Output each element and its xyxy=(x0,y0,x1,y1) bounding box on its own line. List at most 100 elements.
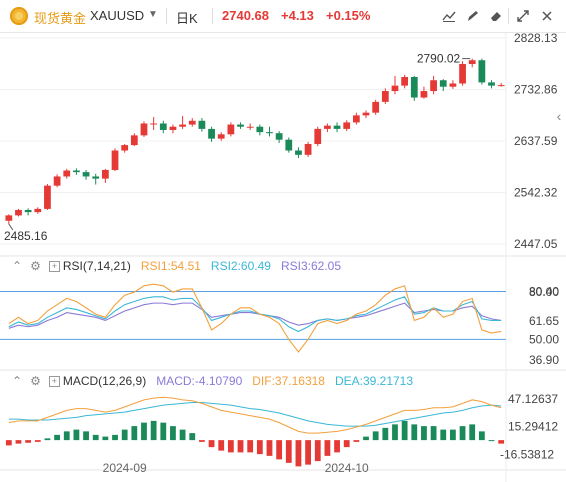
macd-bar xyxy=(54,434,60,441)
rsi-label: RSI(7,14,21) xyxy=(62,259,131,273)
draw-line-icon[interactable] xyxy=(440,8,458,24)
candle-body xyxy=(130,135,138,146)
candle-body xyxy=(179,124,186,127)
low-marker xyxy=(8,223,14,231)
last-price: 2740.68 xyxy=(222,8,269,23)
dif-value: DIF:37.16318 xyxy=(252,374,325,388)
macd-bar xyxy=(285,440,292,463)
macd-bar xyxy=(392,424,398,441)
macd-bar xyxy=(421,426,427,441)
rsi-tick-label: 50.00 xyxy=(529,332,559,346)
add-icon[interactable]: + xyxy=(48,375,60,387)
macd-bar xyxy=(498,440,505,444)
dif-line xyxy=(8,396,502,434)
macd-bar xyxy=(92,434,99,441)
eraser-icon[interactable] xyxy=(487,8,505,24)
rsi2-line xyxy=(8,296,502,333)
macd-bar xyxy=(430,426,437,441)
candle-body xyxy=(468,60,476,65)
rsi3-value: RSI3:62.05 xyxy=(280,259,342,273)
candle-body xyxy=(237,124,244,127)
price-tick-label: 2542.32 xyxy=(514,186,558,200)
candle-body xyxy=(63,170,71,177)
candle-body xyxy=(101,169,109,179)
macd-bar xyxy=(170,426,176,441)
settings-icon[interactable]: ⚙ xyxy=(30,374,41,388)
macd-bar xyxy=(141,422,147,441)
candle-body xyxy=(304,144,312,155)
macd-bar xyxy=(227,440,234,453)
candle-body xyxy=(227,124,235,135)
macd-bar xyxy=(266,440,273,456)
macd-bar xyxy=(363,436,369,441)
candle-body xyxy=(352,115,360,123)
candle-body xyxy=(362,112,370,116)
macd-bar xyxy=(247,440,254,453)
candle-body xyxy=(372,101,380,113)
candle-body xyxy=(82,172,90,177)
price-change: +4.13 xyxy=(281,8,314,23)
dea-value: DEA:39.21713 xyxy=(334,374,414,388)
macd-bar xyxy=(44,438,51,441)
macd-bar xyxy=(15,440,22,444)
candle-body xyxy=(140,123,148,136)
toolbar-divider xyxy=(508,8,509,24)
close-icon[interactable] xyxy=(538,8,556,24)
macd-tick-label: 15.29412 xyxy=(508,420,558,434)
macd-bar xyxy=(343,440,350,448)
candle-body xyxy=(420,91,428,98)
candle-body xyxy=(314,128,322,145)
instrument-name[interactable]: 现货黄金 xyxy=(34,11,87,26)
candle-body xyxy=(459,64,466,84)
price-tick-label: 2637.59 xyxy=(514,134,558,148)
macd-bar xyxy=(199,440,205,442)
macd-bar xyxy=(314,440,321,462)
gold-coin-icon xyxy=(10,7,28,25)
candle-body xyxy=(333,125,341,129)
collapse-icon[interactable]: ⌃ xyxy=(12,259,23,273)
candle-body xyxy=(391,85,399,92)
macd-bar xyxy=(179,429,186,441)
candle-body xyxy=(92,176,100,179)
candle-body xyxy=(53,176,61,186)
macd-bar xyxy=(488,440,495,442)
macd-bar xyxy=(83,431,89,441)
macd-bar xyxy=(150,420,157,441)
candle-body xyxy=(169,126,177,130)
collapse-icon[interactable]: ⌃ xyxy=(12,374,23,388)
expand-icon[interactable] xyxy=(514,8,532,24)
candle-body xyxy=(159,123,167,130)
period-selector[interactable]: 日K xyxy=(176,11,198,26)
settings-icon[interactable]: ⚙ xyxy=(30,259,41,273)
macd-bar xyxy=(276,440,283,460)
candle-body xyxy=(44,185,51,209)
candle-body xyxy=(285,139,293,151)
price-change-percent: +0.15% xyxy=(326,8,371,23)
add-icon[interactable]: + xyxy=(48,260,60,272)
candle-body xyxy=(449,83,457,87)
low-label: 2485.16 xyxy=(4,229,48,243)
macd-bar xyxy=(382,427,389,441)
rsi-tick-label: 80.40 xyxy=(529,284,559,298)
chevron-left-icon[interactable]: ‹ xyxy=(556,108,562,124)
macd-bar xyxy=(131,426,138,441)
macd-bar xyxy=(353,440,360,442)
macd-label: MACD(12,26,9) xyxy=(62,374,147,388)
macd-bar xyxy=(5,440,12,446)
price-chart[interactable]: 2828.13 2732.86 2637.59 2542.32 2447.05 2790.… xyxy=(0,32,566,482)
chevron-down-icon[interactable]: ▼ xyxy=(148,9,158,20)
candle-body xyxy=(24,209,32,213)
price-tick-label: 2447.05 xyxy=(514,237,558,251)
rsi1-line xyxy=(8,283,502,353)
candle-body xyxy=(343,122,351,129)
macd-bar xyxy=(189,433,196,441)
candle-body xyxy=(34,208,42,213)
candle-body xyxy=(256,126,264,133)
macd-bar xyxy=(256,440,263,455)
candle-body xyxy=(430,80,437,92)
draw-tools-icon[interactable] xyxy=(464,8,482,24)
macd-bar xyxy=(208,440,215,448)
candle-body xyxy=(275,133,283,140)
symbol-selector[interactable]: XAUUSD xyxy=(90,8,145,23)
candle-body xyxy=(439,80,447,87)
